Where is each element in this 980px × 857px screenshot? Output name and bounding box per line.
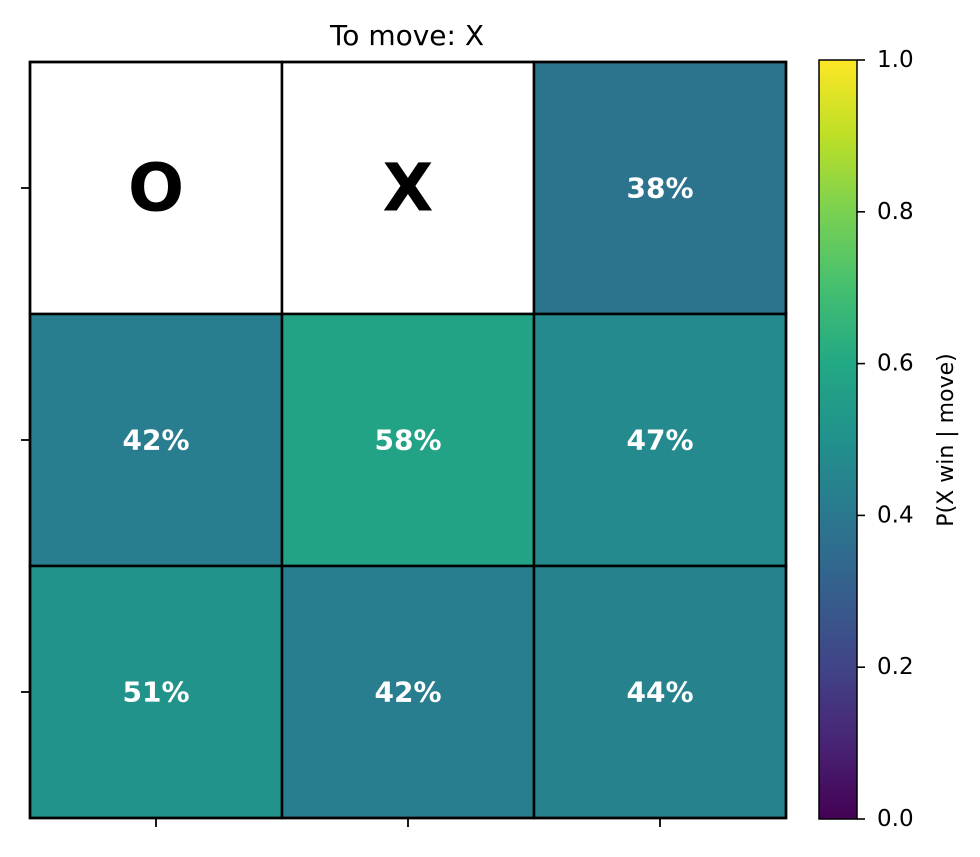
cell-value-label-r1-c2: 47% bbox=[626, 424, 693, 457]
piece-o-r0-c0: O bbox=[128, 150, 184, 227]
cell-value-label-r2-c1: 42% bbox=[374, 676, 441, 709]
cell-value-label-r2-c2: 44% bbox=[626, 676, 693, 709]
colorbar-tick-label-1: 0.2 bbox=[877, 654, 914, 680]
cell-value-label-r1-c0: 42% bbox=[122, 424, 189, 457]
colorbar-tick-label-5: 1.0 bbox=[877, 47, 914, 73]
chart-title: To move: X bbox=[329, 19, 484, 52]
board-cell-r2-c1 bbox=[280, 564, 536, 820]
board-cell-r0-c0 bbox=[28, 60, 284, 316]
board-cell-r1-c1 bbox=[280, 312, 536, 568]
cell-value-label-r2-c0: 51% bbox=[122, 676, 189, 709]
colorbar-bar bbox=[818, 59, 858, 820]
colorbar-label: P(X win | move) bbox=[934, 353, 959, 526]
cell-value-label-r0-c2: 38% bbox=[626, 172, 693, 205]
board-cells: O X 38% 42% 58% 47% 51% 42% 44% bbox=[28, 60, 788, 820]
board-cell-r1-c2 bbox=[532, 312, 788, 568]
colorbar-tick-label-0: 0.0 bbox=[877, 806, 914, 832]
cell-value-label-r1-c1: 58% bbox=[374, 424, 441, 457]
board-cell-r1-c0 bbox=[28, 312, 284, 568]
piece-x-r0-c1: X bbox=[383, 150, 434, 227]
colorbar-tick-label-4: 0.8 bbox=[877, 199, 914, 225]
axis-ticks bbox=[21, 187, 661, 827]
colorbar-tick-label-2: 0.4 bbox=[877, 502, 914, 528]
board-cell-r0-c1 bbox=[280, 60, 536, 316]
colorbar-tick-label-3: 0.6 bbox=[877, 351, 914, 377]
colorbar: 0.0 0.2 0.4 0.6 0.8 1.0 bbox=[818, 47, 914, 832]
